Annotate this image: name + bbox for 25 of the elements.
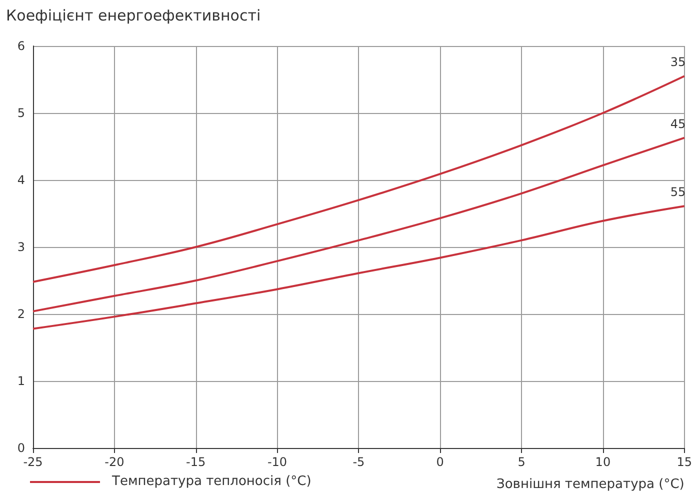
y-tick-label: 1 (17, 374, 25, 388)
y-axis-title: Коефіцієнт енергоефективності (6, 6, 261, 24)
x-tick-label: -25 (23, 455, 43, 469)
legend-title: Температура теплоносія (°C) (112, 474, 312, 489)
x-tick-label: -10 (267, 455, 288, 469)
y-tick-label: 6 (17, 39, 25, 53)
y-tick-label: 2 (17, 307, 25, 321)
x-tick-label: 5 (518, 455, 526, 469)
x-tick-label: 15 (676, 455, 692, 469)
x-tick-label: -5 (352, 455, 365, 469)
series-label: 45 (670, 116, 686, 131)
y-tick-label: 4 (17, 173, 25, 187)
line-series (32, 75, 686, 283)
y-tick-label: 5 (17, 106, 25, 120)
y-tick-label: 3 (17, 240, 25, 254)
series-label: 55 (670, 185, 686, 200)
y-tick-label: 0 (17, 441, 25, 455)
x-tick-label: -15 (186, 455, 206, 469)
x-tick-label: 0 (436, 455, 444, 469)
line-series (32, 205, 686, 330)
line-series (32, 136, 686, 312)
series-label: 35 (670, 55, 686, 70)
x-axis-title: Зовнішня температура (°C) (496, 477, 684, 492)
x-tick-label: -20 (104, 455, 124, 469)
x-tick-label: 10 (595, 455, 611, 469)
